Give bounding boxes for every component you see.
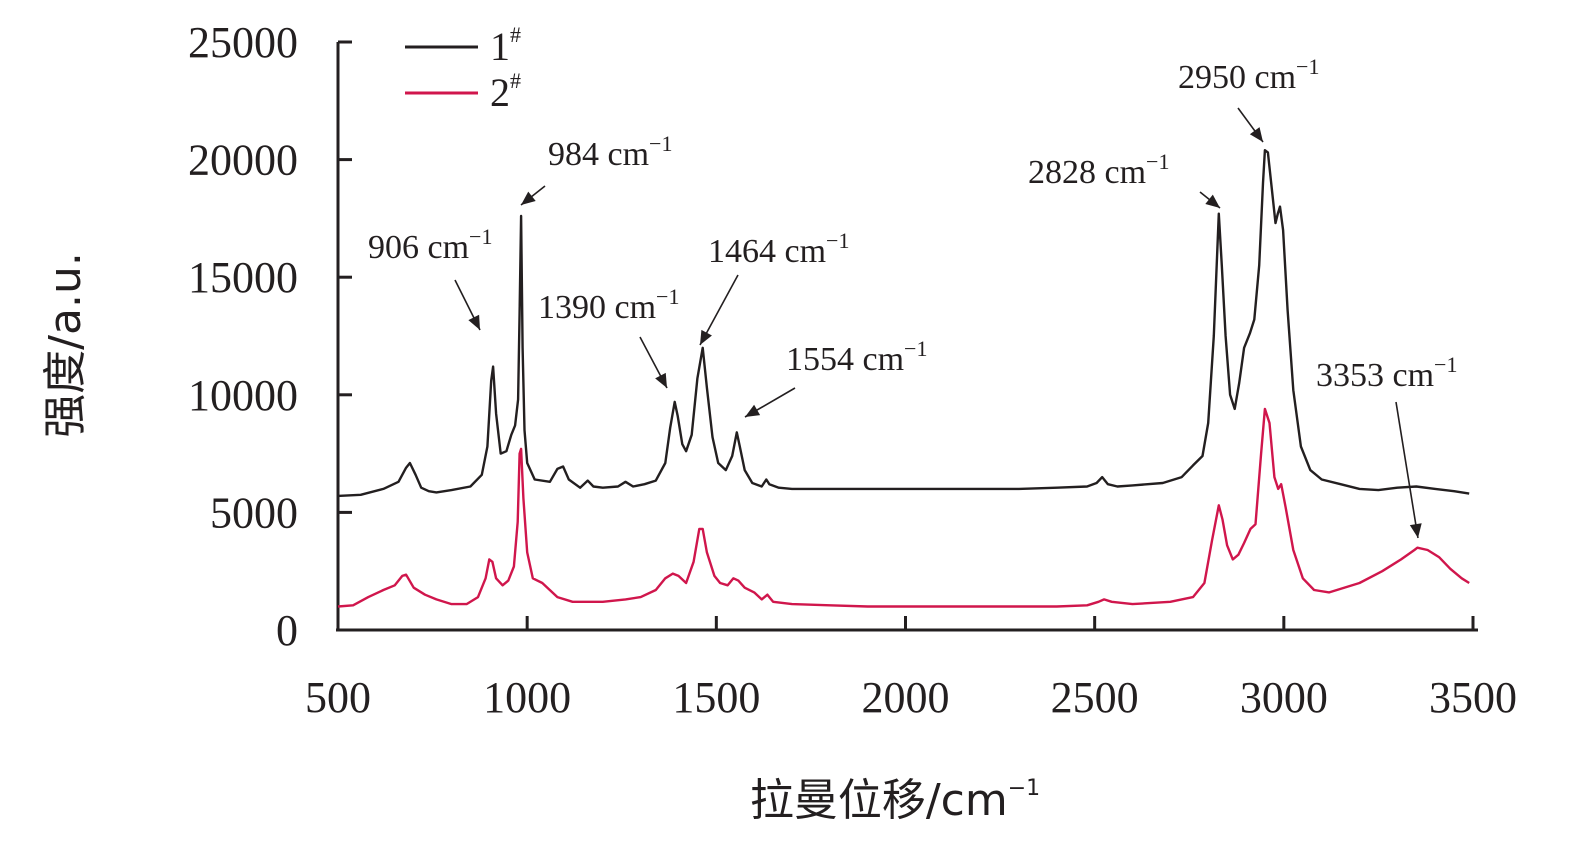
y-tick-label: 15000: [188, 253, 298, 302]
legend-label-series-2: 2#: [490, 68, 521, 115]
y-tick-label: 0: [276, 606, 298, 655]
peak-annotation-2828: 2828 cm−1: [1028, 149, 1169, 191]
x-tick-label: 2500: [1051, 673, 1139, 722]
x-axis-title: 拉曼位移/cm−1: [750, 775, 1040, 826]
series-line-1: [338, 150, 1469, 496]
peak-annotation-1554: 1554 cm−1: [786, 336, 927, 378]
peak-annotation-1390: 1390 cm−1: [538, 284, 679, 326]
plot-area: 0 5000 10000 15000 20000 25000 500 1000 1500 200…: [188, 18, 1517, 722]
x-tick-label: 1500: [672, 673, 760, 722]
peak-annotation-3353: 3353 cm−1: [1316, 352, 1457, 394]
peak-annotation-906: 906 cm−1: [368, 224, 492, 266]
peak-arrowhead-984: [521, 192, 536, 205]
y-axis-title: 强度/a.u.: [40, 252, 91, 438]
peak-arrowhead-3353: [1410, 523, 1422, 538]
peak-annotation-984: 984 cm−1: [548, 131, 672, 173]
peak-arrow-3353: [1396, 402, 1418, 538]
legend: 1# 2#: [405, 22, 521, 115]
y-tick-label: 25000: [188, 18, 298, 67]
peak-arrowhead-1554: [745, 405, 760, 417]
peak-annotation-2950: 2950 cm−1: [1178, 54, 1319, 96]
series-layer: [338, 150, 1469, 606]
y-tick-label: 10000: [188, 371, 298, 420]
x-axis-ticks: 500 1000 1500 2000 2500 3000 3500: [305, 616, 1517, 722]
y-tick-label: 5000: [210, 488, 298, 537]
legend-label-series-1: 1#: [490, 22, 521, 69]
x-tick-label: 3000: [1240, 673, 1328, 722]
x-tick-label: 2000: [862, 673, 950, 722]
y-tick-label: 20000: [188, 136, 298, 185]
peak-annotation-1464: 1464 cm−1: [708, 228, 849, 270]
x-tick-label: 500: [305, 673, 371, 722]
peak-arrowhead-1464: [700, 330, 712, 345]
x-tick-label: 3500: [1429, 673, 1517, 722]
x-tick-label: 1000: [483, 673, 571, 722]
annotations-layer: 906 cm−1 984 cm−1 1390 cm−1 1464 cm−1 1554 c…: [368, 54, 1457, 538]
peak-arrowhead-2828: [1205, 195, 1220, 208]
y-axis-ticks: 0 5000 10000 15000 20000 25000: [188, 18, 352, 655]
peak-arrowhead-2950: [1250, 127, 1263, 142]
